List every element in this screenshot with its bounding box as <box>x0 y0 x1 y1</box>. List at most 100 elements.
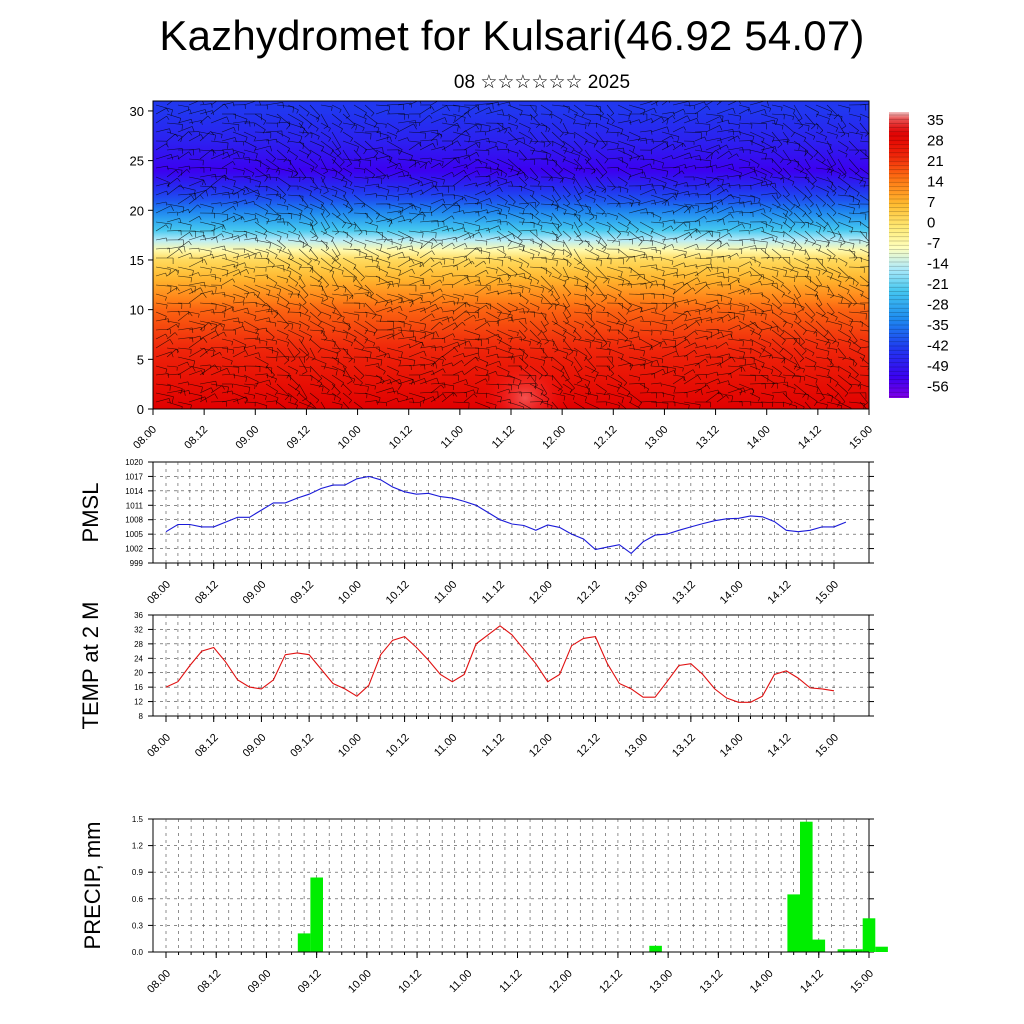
wind-barb <box>650 266 665 272</box>
wind-barb-flag <box>302 242 304 248</box>
wind-barb <box>254 379 270 385</box>
wind-barb <box>716 302 732 306</box>
wind-barb-flag <box>780 283 784 288</box>
wind-barb <box>661 392 675 396</box>
wind-barb <box>320 284 329 300</box>
wind-barb <box>188 281 205 286</box>
wind-barb <box>386 331 402 340</box>
wind-barb <box>474 198 490 205</box>
wind-barb-flag <box>452 333 456 338</box>
wind-barb <box>221 137 236 142</box>
wind-barb-flag <box>298 265 302 271</box>
wind-barb <box>584 194 596 200</box>
wind-barb-flag <box>821 313 826 318</box>
wind-barb <box>397 137 408 142</box>
wind-barb-flag <box>705 345 707 350</box>
wind-barb-flag <box>442 393 447 399</box>
wind-barb <box>683 243 697 250</box>
wind-barb-flag <box>829 144 832 150</box>
wind-barb-flag <box>575 351 578 357</box>
wind-barb-flag <box>600 175 604 179</box>
temperature-line <box>165 625 835 703</box>
wind-barb-flag <box>813 362 817 367</box>
wind-barb <box>375 238 392 241</box>
wind-barb-flag <box>299 215 301 221</box>
wind-barb <box>815 104 832 112</box>
wind-barb-flag <box>505 144 508 148</box>
wind-barb <box>507 273 525 277</box>
wind-barb-flag <box>830 364 834 368</box>
wind-barb <box>518 338 531 342</box>
wind-barb <box>419 391 438 394</box>
wind-barb <box>265 257 275 266</box>
wind-barb <box>210 131 223 135</box>
wind-barb-flag <box>169 339 174 345</box>
wind-barb-flag <box>836 349 838 353</box>
wind-barb <box>243 101 257 106</box>
wind-barb-flag <box>456 122 461 129</box>
wind-barb-flag <box>661 116 664 121</box>
wind-barb-flag <box>440 242 443 247</box>
wind-barb-flag <box>233 206 237 211</box>
wind-barb <box>320 239 330 249</box>
wind-barb-flag <box>730 304 732 310</box>
wind-barb-flag <box>169 385 171 391</box>
wind-barb <box>155 302 168 306</box>
wind-barb <box>507 158 521 171</box>
x-tick-label: 13.12 <box>670 732 698 760</box>
wind-barb <box>584 365 599 373</box>
wind-barb-flag <box>674 387 676 392</box>
wind-barb-flag <box>348 391 352 396</box>
wind-barb <box>254 203 268 212</box>
wind-barb-flag <box>748 107 750 112</box>
wind-barb-flag <box>813 152 819 157</box>
wind-barb <box>760 382 778 385</box>
wind-barb-flag <box>567 194 571 198</box>
wind-barb <box>210 103 225 115</box>
wind-barb <box>309 131 320 137</box>
wind-barb <box>826 239 842 243</box>
wind-barb <box>287 239 304 243</box>
wind-barb <box>793 113 803 126</box>
wind-barb-flag <box>796 295 801 299</box>
wind-barb-flag <box>224 103 229 109</box>
wind-barb-flag <box>779 348 784 353</box>
wind-barb <box>672 253 685 259</box>
wind-barb <box>397 256 410 259</box>
wind-barb-flag <box>651 130 653 135</box>
wind-barb-flag <box>411 258 415 264</box>
wind-barb-flag <box>781 125 784 130</box>
wind-barb-flag <box>497 102 500 107</box>
wind-barb <box>496 148 509 151</box>
wind-barb-flag <box>475 357 479 362</box>
wind-barb-flag <box>574 211 578 217</box>
wind-barb <box>848 347 866 357</box>
wind-barb <box>815 275 822 286</box>
wind-barb-flag <box>326 390 330 394</box>
wind-barb-flag <box>594 140 599 146</box>
wind-barb-flag <box>338 264 342 269</box>
wind-barb-flag <box>516 125 518 130</box>
wind-barb <box>254 302 270 307</box>
wind-barb <box>364 203 380 215</box>
colorbar-label: -42 <box>927 338 949 355</box>
wind-barb-flag <box>659 250 662 255</box>
wind-barb-flag <box>584 140 588 146</box>
y-tick-label: 28 <box>134 640 143 649</box>
y-tick-label: 1020 <box>125 458 143 467</box>
wind-barb <box>804 284 818 293</box>
wind-barb <box>540 392 550 400</box>
wind-barb <box>485 345 497 349</box>
wind-barb <box>650 113 669 119</box>
wind-barb-flag <box>400 327 403 332</box>
wind-barb-flag <box>165 296 167 301</box>
wind-barb <box>221 148 234 151</box>
wind-barb <box>265 230 282 237</box>
wind-barb <box>265 365 275 376</box>
wind-barb <box>320 401 326 409</box>
wind-barb <box>331 347 348 350</box>
wind-barb <box>584 104 601 108</box>
wind-barb-flag <box>221 233 224 238</box>
wind-barb-flag <box>577 261 582 265</box>
wind-barb <box>793 293 804 310</box>
